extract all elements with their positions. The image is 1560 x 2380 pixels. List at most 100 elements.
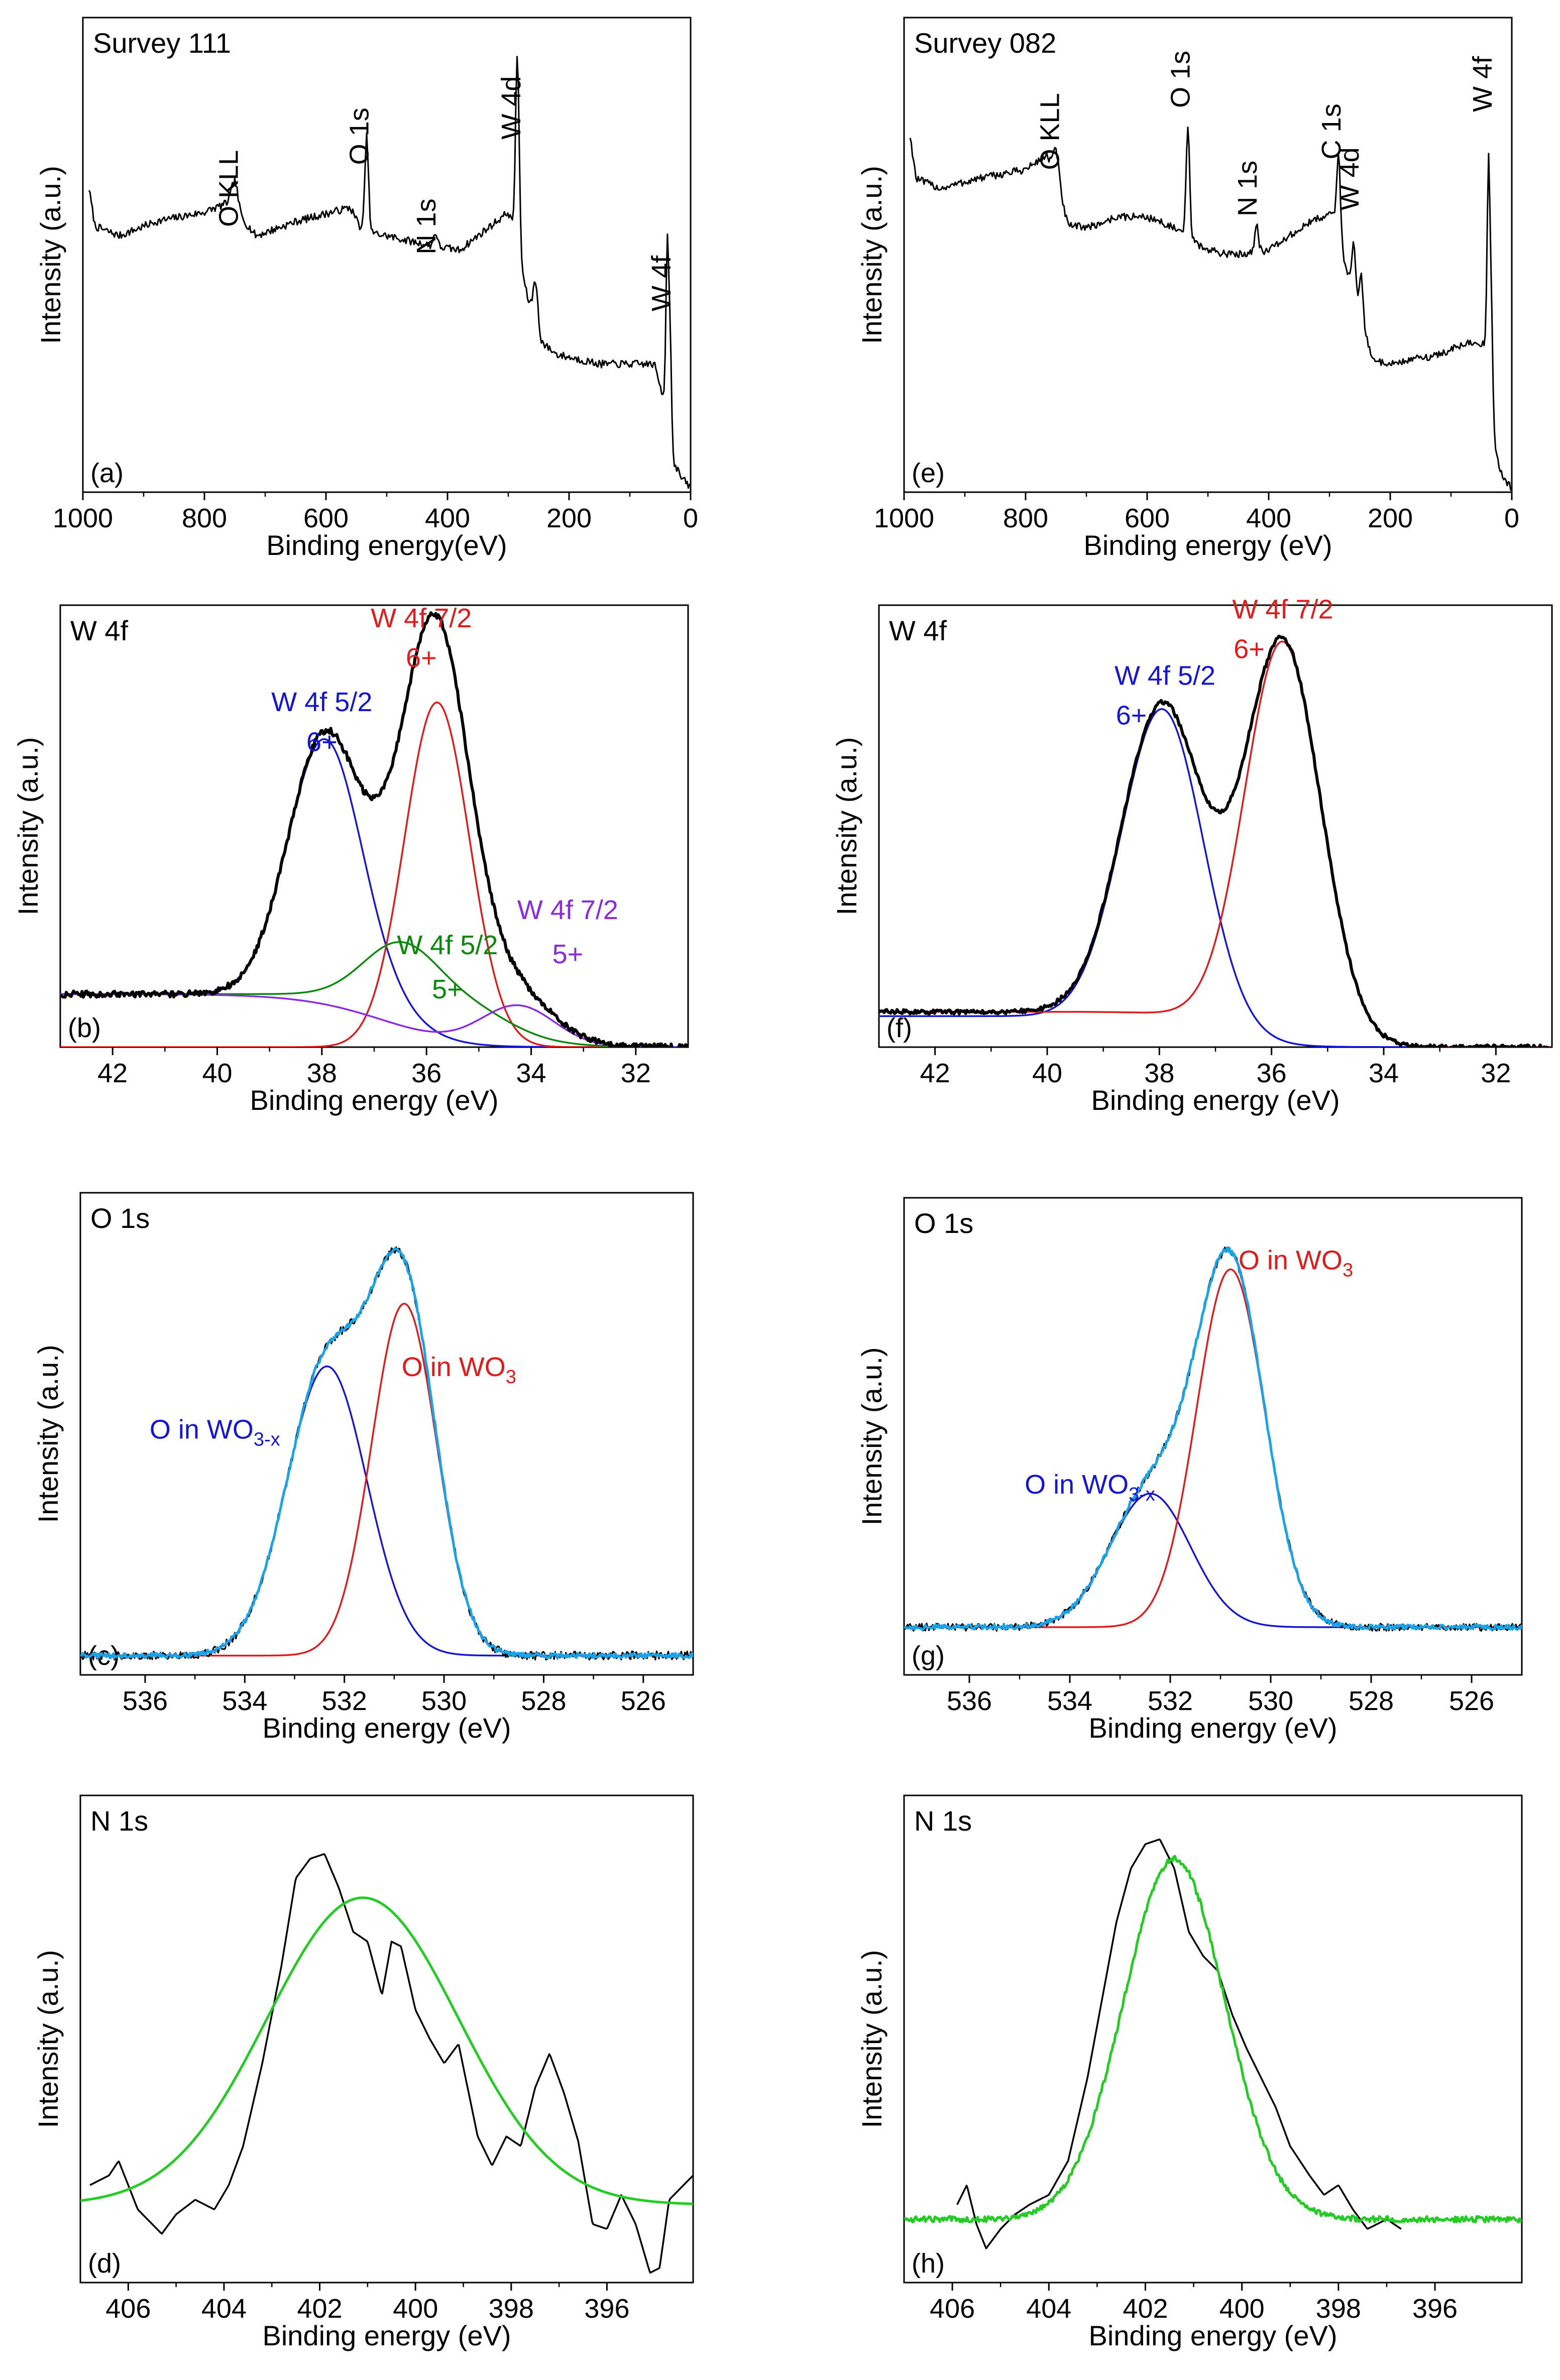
x-axis-label: Binding energy (eV) [1089, 2320, 1338, 2351]
x-tick-label: 528 [521, 1686, 566, 1716]
plot-frame [82, 17, 692, 493]
plot-frame [59, 604, 689, 1048]
x-tick-label: 396 [1412, 2294, 1458, 2324]
chart-title: O 1s [914, 1207, 973, 1239]
chart-panel-a: 1000 800 600 400 200 0 Binding energy(eV) Inten… [35, 17, 698, 561]
peak-annotation: C 1s [1316, 103, 1347, 159]
peak-annotation: O KLL [214, 150, 244, 227]
series-line-black [909, 127, 1512, 491]
x-tick-label: 400 [1246, 503, 1291, 533]
x-tick-label: 400 [393, 2294, 438, 2324]
chart-title: W 4f [70, 615, 129, 646]
x-tick-label: 526 [621, 1686, 666, 1716]
series-line-blue [904, 1493, 1522, 1628]
chart-title: O 1s [90, 1202, 150, 1234]
series-line-lime [904, 1855, 1522, 2224]
x-tick-label: 532 [322, 1686, 367, 1716]
x-tick-label: 200 [546, 503, 592, 533]
peak-annotation: W 4f 7/2 [517, 895, 618, 925]
x-tick-label: 32 [1481, 1058, 1511, 1088]
x-tick-label: 404 [1026, 2294, 1071, 2324]
peak-annotation: O in WO3-x [150, 1415, 280, 1450]
plot-frame [903, 1197, 1523, 1676]
series-line-black [89, 1853, 693, 2274]
series-line-red [879, 640, 1552, 1047]
chart-panel-b: 42 40 38 36 34 32 Binding energy (eV) Intensity… [12, 603, 689, 1116]
peak-annotation: O 1s [345, 107, 375, 165]
x-tick-label: 36 [1257, 1058, 1287, 1088]
series-line-black [88, 56, 691, 489]
peak-annotation: W 4f 5/2 [1115, 660, 1215, 691]
x-tick-label: 404 [201, 2294, 247, 2324]
y-axis-label: Intensity (a.u.) [32, 1345, 64, 1523]
x-tick-label: 800 [182, 503, 227, 533]
x-axis-label: Binding energy (eV) [263, 1712, 511, 1744]
chart-panel-f: 42 40 38 36 34 32 Binding energy (eV) Intensity… [831, 594, 1553, 1116]
x-axis-label: Binding energy (eV) [1089, 1712, 1338, 1744]
x-axis-label: Binding energy (eV) [1091, 1084, 1340, 1116]
x-tick-label: 40 [202, 1058, 232, 1088]
x-tick-label: 534 [222, 1686, 267, 1716]
x-tick-label: 1000 [874, 503, 934, 533]
x-tick-label: 398 [489, 2294, 534, 2324]
peak-annotation: 6+ [1116, 701, 1147, 731]
peak-annotation: 5+ [432, 974, 463, 1004]
x-tick-label: 530 [1248, 1686, 1293, 1716]
series-line-cyan [904, 1246, 1522, 1631]
series-line-blue [80, 1365, 693, 1657]
x-tick-label: 402 [1123, 2294, 1168, 2324]
x-axis-label: Binding energy (eV) [263, 2320, 511, 2351]
series-line-black [904, 1246, 1522, 1632]
plot-frame [79, 1794, 694, 2284]
panel-label: (f) [886, 1013, 912, 1043]
peak-annotation: O in WO3 [402, 1352, 516, 1388]
plot-frame [903, 17, 1513, 493]
y-axis-label: Intensity (a.u.) [831, 737, 862, 916]
peak-annotation: O 1s [1166, 51, 1196, 108]
chart-title: N 1s [90, 1805, 148, 1837]
x-tick-label: 200 [1368, 503, 1413, 533]
peak-annotation: W 4f 5/2 [271, 687, 372, 717]
panel-label: (h) [912, 2248, 945, 2279]
chart-panel-g: 536 534 532 530 528 526 Binding energy (eV) Int… [856, 1197, 1523, 1744]
peak-annotation: W 4f 5/2 [397, 930, 498, 960]
series-line-black [80, 1246, 693, 1661]
chart-title: Survey 111 [93, 27, 231, 59]
x-tick-label: 406 [930, 2294, 975, 2324]
y-axis-label: Intensity (a.u.) [32, 1950, 64, 2128]
peak-annotation: 5+ [552, 939, 584, 969]
series-line-blue [60, 738, 688, 1047]
peak-annotation: 6+ [1234, 634, 1265, 664]
peak-annotation: W 4f [1468, 56, 1498, 112]
peak-annotation: W 4d [1334, 147, 1365, 210]
chart-title: W 4f [889, 615, 947, 646]
x-tick-label: 536 [123, 1686, 168, 1716]
x-tick-label: 1000 [53, 503, 113, 533]
peak-annotation: O KLL [1035, 93, 1065, 170]
plot-frame [79, 1192, 694, 1676]
series-line-red [904, 1268, 1522, 1628]
x-tick-label: 34 [516, 1058, 546, 1088]
x-tick-label: 530 [421, 1686, 467, 1716]
x-tick-label: 32 [621, 1058, 651, 1088]
panel-label: (b) [68, 1013, 101, 1043]
x-tick-label: 600 [1125, 503, 1170, 533]
x-tick-label: 38 [307, 1058, 337, 1088]
x-tick-label: 396 [584, 2294, 629, 2324]
x-tick-label: 398 [1316, 2294, 1361, 2324]
x-tick-label: 400 [1219, 2294, 1265, 2324]
panel-label: (a) [90, 458, 124, 488]
x-tick-label: 34 [1369, 1058, 1399, 1088]
panel-label: (d) [88, 2248, 121, 2279]
x-tick-label: 534 [1047, 1686, 1092, 1716]
x-tick-label: 36 [411, 1058, 441, 1088]
x-tick-label: 600 [303, 503, 349, 533]
peak-annotation: N 1s [411, 198, 441, 254]
x-tick-label: 0 [1504, 503, 1519, 533]
x-tick-label: 402 [297, 2294, 343, 2324]
y-axis-label: Intensity (a.u.) [856, 166, 887, 344]
x-tick-label: 406 [105, 2294, 151, 2324]
x-tick-label: 40 [1032, 1058, 1062, 1088]
x-axis-label: Binding energy (eV) [250, 1084, 499, 1116]
x-tick-label: 800 [1003, 503, 1048, 533]
